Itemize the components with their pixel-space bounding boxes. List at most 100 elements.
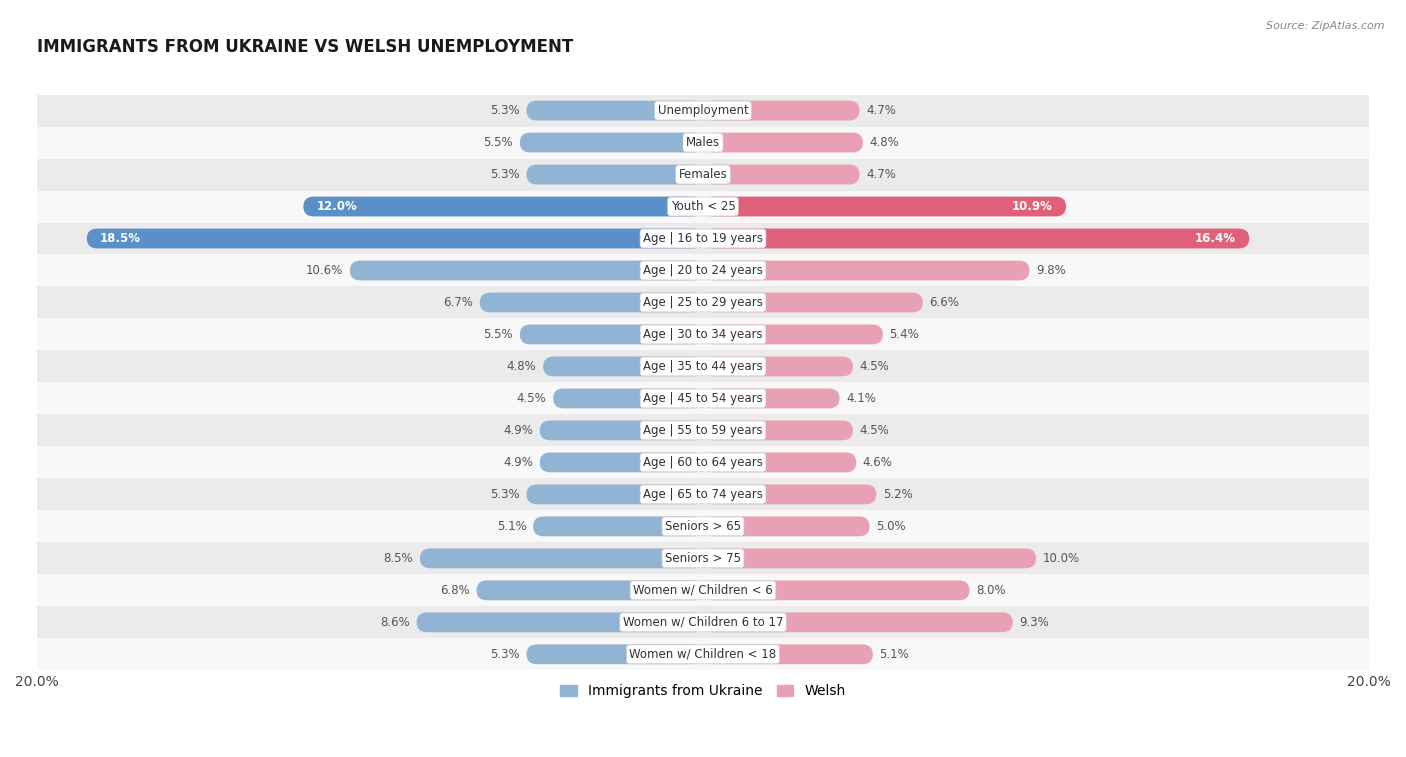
FancyBboxPatch shape: [87, 229, 703, 248]
Text: 9.8%: 9.8%: [1036, 264, 1066, 277]
Text: IMMIGRANTS FROM UKRAINE VS WELSH UNEMPLOYMENT: IMMIGRANTS FROM UKRAINE VS WELSH UNEMPLO…: [37, 38, 574, 56]
FancyBboxPatch shape: [703, 164, 859, 185]
Text: 5.4%: 5.4%: [890, 328, 920, 341]
Text: 8.5%: 8.5%: [384, 552, 413, 565]
Text: 4.5%: 4.5%: [517, 392, 547, 405]
Bar: [37, 414, 1369, 447]
Text: Women w/ Children 6 to 17: Women w/ Children 6 to 17: [623, 615, 783, 629]
Text: 5.3%: 5.3%: [491, 104, 520, 117]
FancyBboxPatch shape: [540, 453, 703, 472]
FancyBboxPatch shape: [526, 101, 703, 120]
FancyBboxPatch shape: [350, 260, 703, 280]
Text: 6.8%: 6.8%: [440, 584, 470, 597]
Text: 10.9%: 10.9%: [1012, 200, 1053, 213]
Bar: [37, 223, 1369, 254]
Bar: [37, 542, 1369, 575]
Text: 4.8%: 4.8%: [506, 360, 537, 373]
FancyBboxPatch shape: [416, 612, 703, 632]
Text: 6.6%: 6.6%: [929, 296, 959, 309]
Bar: [37, 126, 1369, 158]
FancyBboxPatch shape: [526, 644, 703, 664]
Text: 4.5%: 4.5%: [859, 360, 889, 373]
Text: 8.6%: 8.6%: [380, 615, 411, 629]
Text: 5.5%: 5.5%: [484, 136, 513, 149]
FancyBboxPatch shape: [703, 260, 1029, 280]
FancyBboxPatch shape: [543, 357, 703, 376]
FancyBboxPatch shape: [703, 292, 922, 313]
Text: 5.3%: 5.3%: [491, 168, 520, 181]
Text: 6.7%: 6.7%: [443, 296, 474, 309]
Text: 10.0%: 10.0%: [1043, 552, 1080, 565]
FancyBboxPatch shape: [703, 229, 1249, 248]
FancyBboxPatch shape: [703, 101, 859, 120]
Text: 16.4%: 16.4%: [1195, 232, 1236, 245]
Bar: [37, 254, 1369, 286]
Text: 4.9%: 4.9%: [503, 424, 533, 437]
FancyBboxPatch shape: [479, 292, 703, 313]
Text: Unemployment: Unemployment: [658, 104, 748, 117]
Text: 5.5%: 5.5%: [484, 328, 513, 341]
Text: 5.3%: 5.3%: [491, 488, 520, 501]
Text: Youth < 25: Youth < 25: [671, 200, 735, 213]
Text: Seniors > 75: Seniors > 75: [665, 552, 741, 565]
Text: Age | 65 to 74 years: Age | 65 to 74 years: [643, 488, 763, 501]
Bar: [37, 382, 1369, 414]
FancyBboxPatch shape: [526, 164, 703, 185]
Text: 4.6%: 4.6%: [863, 456, 893, 469]
Text: 8.0%: 8.0%: [976, 584, 1005, 597]
Text: Age | 55 to 59 years: Age | 55 to 59 years: [643, 424, 763, 437]
Text: 5.1%: 5.1%: [496, 520, 526, 533]
Bar: [37, 95, 1369, 126]
FancyBboxPatch shape: [553, 388, 703, 408]
Text: Females: Females: [679, 168, 727, 181]
FancyBboxPatch shape: [520, 325, 703, 344]
Bar: [37, 638, 1369, 670]
Text: 18.5%: 18.5%: [100, 232, 141, 245]
Text: Age | 25 to 29 years: Age | 25 to 29 years: [643, 296, 763, 309]
Legend: Immigrants from Ukraine, Welsh: Immigrants from Ukraine, Welsh: [555, 678, 851, 704]
FancyBboxPatch shape: [703, 197, 1066, 217]
Text: Women w/ Children < 18: Women w/ Children < 18: [630, 648, 776, 661]
FancyBboxPatch shape: [477, 581, 703, 600]
Bar: [37, 510, 1369, 542]
Text: Males: Males: [686, 136, 720, 149]
Text: Age | 16 to 19 years: Age | 16 to 19 years: [643, 232, 763, 245]
Text: 5.0%: 5.0%: [876, 520, 905, 533]
Text: 12.0%: 12.0%: [316, 200, 357, 213]
Text: Age | 20 to 24 years: Age | 20 to 24 years: [643, 264, 763, 277]
Text: 10.6%: 10.6%: [307, 264, 343, 277]
FancyBboxPatch shape: [304, 197, 703, 217]
FancyBboxPatch shape: [526, 484, 703, 504]
FancyBboxPatch shape: [703, 548, 1036, 569]
Text: Seniors > 65: Seniors > 65: [665, 520, 741, 533]
FancyBboxPatch shape: [703, 325, 883, 344]
Bar: [37, 447, 1369, 478]
FancyBboxPatch shape: [703, 484, 876, 504]
FancyBboxPatch shape: [703, 453, 856, 472]
FancyBboxPatch shape: [703, 516, 869, 536]
FancyBboxPatch shape: [520, 132, 703, 152]
Text: 4.8%: 4.8%: [869, 136, 900, 149]
FancyBboxPatch shape: [533, 516, 703, 536]
Text: 5.1%: 5.1%: [880, 648, 910, 661]
FancyBboxPatch shape: [703, 612, 1012, 632]
FancyBboxPatch shape: [703, 644, 873, 664]
Bar: [37, 575, 1369, 606]
FancyBboxPatch shape: [420, 548, 703, 569]
Bar: [37, 158, 1369, 191]
Text: 4.7%: 4.7%: [866, 104, 896, 117]
Text: 5.2%: 5.2%: [883, 488, 912, 501]
Text: 9.3%: 9.3%: [1019, 615, 1049, 629]
FancyBboxPatch shape: [703, 581, 970, 600]
Bar: [37, 606, 1369, 638]
Bar: [37, 478, 1369, 510]
Text: 5.3%: 5.3%: [491, 648, 520, 661]
Bar: [37, 191, 1369, 223]
FancyBboxPatch shape: [703, 132, 863, 152]
Text: Source: ZipAtlas.com: Source: ZipAtlas.com: [1267, 21, 1385, 31]
Bar: [37, 350, 1369, 382]
Text: Age | 60 to 64 years: Age | 60 to 64 years: [643, 456, 763, 469]
Bar: [37, 286, 1369, 319]
FancyBboxPatch shape: [540, 420, 703, 441]
FancyBboxPatch shape: [703, 388, 839, 408]
